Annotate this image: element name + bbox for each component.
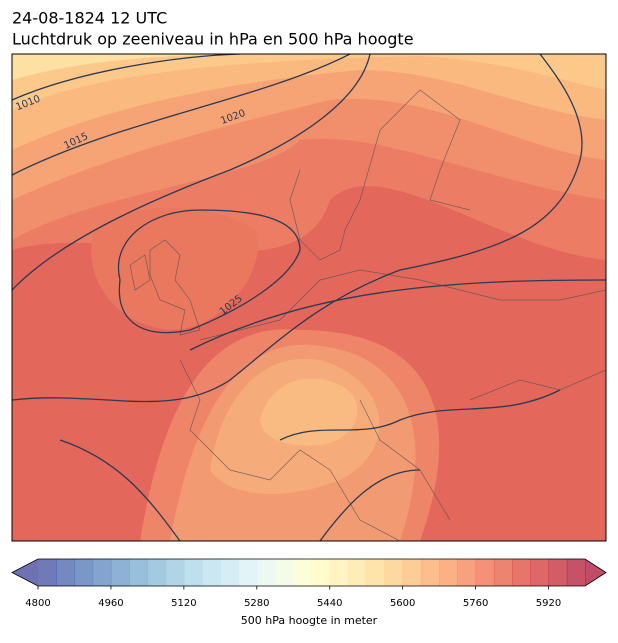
- colorbar-segment: [329, 559, 349, 586]
- colorbar-tick-label: 4960: [98, 598, 123, 609]
- colorbar-segment: [129, 559, 148, 586]
- colorbar-segment: [530, 559, 550, 586]
- colorbar-extend-max: [585, 559, 606, 586]
- colorbar-tick-label: 5920: [536, 598, 561, 609]
- colorbar-outline: [11, 558, 607, 587]
- colorbar-segment: [74, 559, 94, 586]
- colorbar-segment: [457, 559, 477, 586]
- colorbar-segment: [220, 559, 240, 586]
- colorbar-segment: [366, 559, 385, 586]
- colorbar-segment: [566, 559, 586, 586]
- colorbar-segment: [238, 559, 258, 586]
- map-area: [12, 54, 606, 541]
- colorbar-segment: [475, 559, 495, 586]
- colorbar-segment: [420, 559, 440, 586]
- colorbar-segment: [384, 559, 404, 586]
- colorbar-segment: [165, 559, 185, 586]
- colorbar-tick-label: 4800: [25, 598, 50, 609]
- title-line-2: Luchtdruk op zeeniveau in hPa en 500 hPa…: [12, 30, 414, 49]
- map-frame: [11, 53, 607, 542]
- colorbar-segment: [275, 559, 294, 586]
- colorbar-label: 500 hPa hoogte in meter: [241, 614, 378, 627]
- colorbar-segment: [439, 559, 458, 586]
- colorbar-tick-label: 5600: [390, 598, 415, 609]
- colorbar-segment: [56, 559, 75, 586]
- colorbar-segment: [548, 559, 568, 586]
- colorbar-segment: [147, 559, 167, 586]
- title-line-1: 24-08-1824 12 UTC: [12, 9, 167, 28]
- colorbar-segment: [311, 559, 331, 586]
- colorbar-tick-label: 5280: [244, 598, 269, 609]
- colorbar-tick-label: 5760: [463, 598, 488, 609]
- colorbar-segment: [347, 559, 367, 586]
- colorbar-segment: [92, 559, 112, 586]
- colorbar-segment: [512, 559, 531, 586]
- colorbar-tick-label: 5120: [171, 598, 196, 609]
- colorbar-extend-min: [12, 559, 38, 586]
- colorbar-segment: [293, 559, 312, 586]
- colorbar-tick-label: 5440: [317, 598, 342, 609]
- colorbar-segment: [493, 559, 513, 586]
- colorbar-segment: [256, 559, 276, 586]
- colorbar-segment: [202, 559, 221, 586]
- colorbar-segment: [110, 559, 130, 586]
- colorbar-segment: [183, 559, 203, 586]
- colorbar-segment: [38, 559, 57, 586]
- colorbar-segment: [402, 559, 422, 586]
